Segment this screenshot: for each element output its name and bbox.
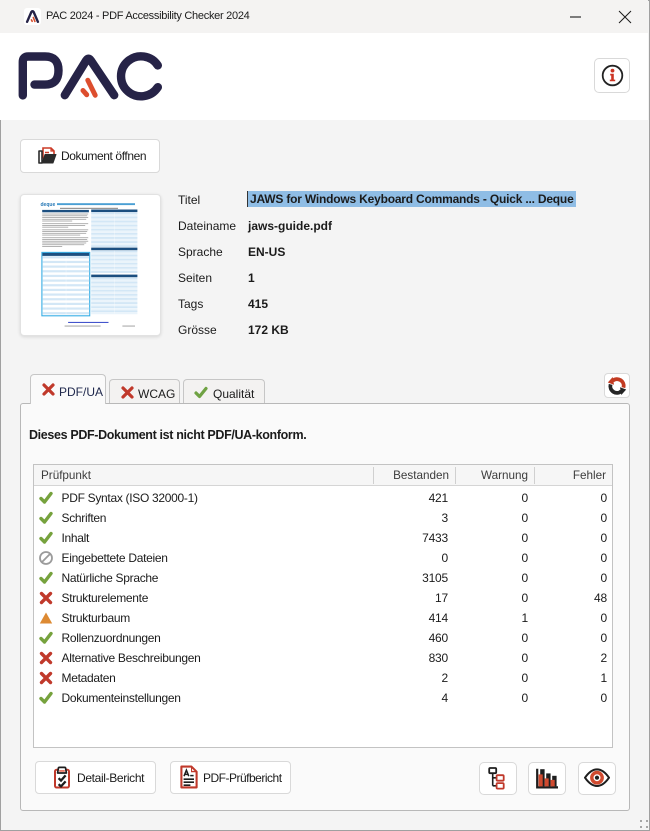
svg-text:deque: deque [41, 202, 56, 208]
